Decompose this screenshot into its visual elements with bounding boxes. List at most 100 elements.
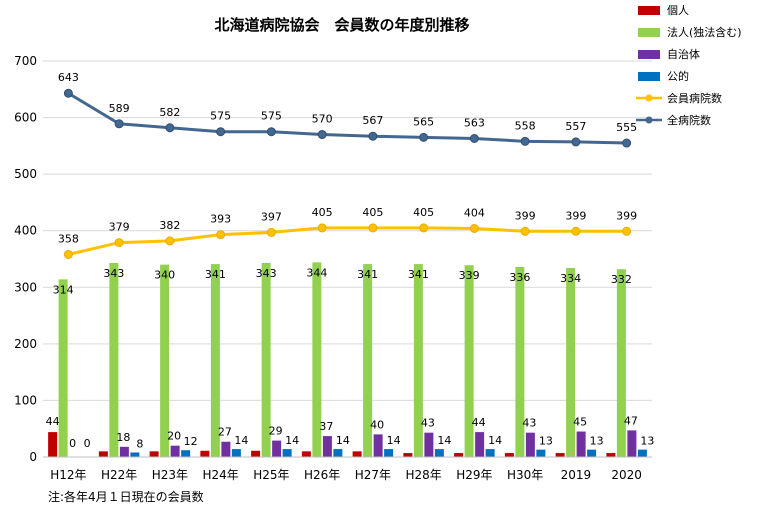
bar-label-3-10: 13: [590, 435, 604, 448]
bar-label-3-11: 13: [640, 435, 654, 448]
bar-label-1-4: 343: [256, 267, 277, 280]
x-tick-label: H25年: [253, 468, 289, 482]
bar-0-7: [403, 453, 413, 457]
bar-2-8: [475, 432, 485, 457]
bar-label-3-5: 14: [336, 434, 350, 447]
bar-1-0: [58, 279, 68, 457]
bar-label-2-0: 0: [69, 437, 76, 450]
bar-3-7: [434, 449, 444, 457]
line-label-0-5: 405: [312, 206, 333, 219]
bar-3-11: [637, 449, 647, 457]
bar-label-2-11: 47: [624, 414, 638, 427]
x-tick-label: H27年: [355, 468, 391, 482]
bar-2-9: [525, 432, 535, 457]
bar-label-1-0: 314: [53, 283, 74, 296]
line-point-1-1: [114, 119, 124, 129]
bar-2-10: [576, 431, 586, 457]
bar-1-10: [566, 268, 576, 457]
line-point-0-3: [216, 230, 226, 240]
bar-2-5: [322, 436, 332, 457]
bar-1-1: [109, 262, 119, 457]
data-labels: 44 314 343 340 341 343 344 341 341 339 336 334 332 0 1…: [46, 71, 655, 450]
y-axis: 0 100 200 300 400 500 600 700: [14, 54, 37, 464]
bar-label-1-1: 343: [103, 267, 124, 280]
legend-swatch-2: [638, 50, 660, 59]
bar-label-3-4: 14: [285, 434, 299, 447]
line-point-1-7: [419, 132, 429, 142]
bar-label-2-7: 43: [421, 417, 435, 430]
line-label-0-4: 397: [261, 210, 282, 223]
line-label-0-11: 399: [616, 209, 637, 222]
bar-label-2-6: 40: [370, 418, 384, 431]
bar-1-9: [515, 266, 525, 457]
bar-label-3-2: 12: [184, 435, 198, 448]
bar-label-1-2: 340: [154, 269, 175, 282]
y-tick-label: 400: [14, 224, 37, 238]
bar-0-6: [352, 451, 362, 457]
legend-swatch-1: [638, 28, 660, 37]
legend-label: 公的: [667, 69, 689, 83]
legend-marker-0: [645, 94, 653, 102]
legend-swatch-0: [638, 6, 660, 15]
bar-label-1-10: 334: [560, 272, 581, 285]
bar-3-6: [384, 449, 394, 457]
line-point-0-1: [114, 238, 124, 248]
line-point-1-0: [63, 88, 73, 98]
y-tick-label: 200: [14, 337, 37, 351]
line-label-0-3: 393: [210, 213, 231, 226]
bar-0-4: [251, 450, 261, 457]
x-tick-label: H12年: [50, 468, 86, 482]
bar-label-1-6: 341: [357, 268, 378, 281]
line-point-0-7: [419, 223, 429, 233]
line-label-1-3: 575: [210, 110, 231, 123]
bar-0-3: [200, 450, 210, 457]
line-point-0-6: [368, 223, 378, 233]
line-label-1-7: 565: [413, 115, 434, 128]
bar-2-7: [424, 432, 434, 457]
bar-1-8: [464, 265, 474, 457]
bar-0-10: [555, 453, 565, 457]
x-tick-label: H29年: [456, 468, 492, 482]
line-label-1-6: 567: [362, 114, 383, 127]
bar-label-1-7: 341: [408, 268, 429, 281]
line-label-1-10: 557: [565, 120, 586, 133]
bar-label-3-0: 0: [84, 437, 91, 450]
bar-label-1-3: 341: [205, 268, 226, 281]
bar-3-4: [282, 449, 292, 457]
line-label-1-2: 582: [159, 106, 180, 119]
x-tick-label: H23年: [152, 468, 188, 482]
line-point-1-11: [622, 138, 632, 148]
bar-3-3: [231, 449, 241, 457]
line-1: [67, 91, 627, 145]
bar-3-2: [181, 450, 191, 457]
bar-0-5: [301, 451, 311, 457]
grid-lines: [43, 60, 652, 458]
line-label-1-0: 643: [58, 71, 79, 84]
x-tick-label: H30年: [507, 468, 543, 482]
line-point-0-0: [63, 249, 73, 259]
bar-2-6: [373, 434, 383, 457]
bar-label-2-1: 18: [116, 431, 130, 444]
line-point-1-4: [266, 127, 276, 137]
y-tick-label: 100: [14, 393, 37, 407]
bar-1-6: [363, 264, 373, 457]
line-point-0-8: [469, 223, 479, 233]
line-label-0-2: 382: [159, 219, 180, 232]
bar-label-2-10: 45: [573, 416, 587, 429]
line-point-1-6: [368, 131, 378, 141]
legend-label: 法人(独法含む): [667, 25, 742, 39]
bar-label-1-11: 332: [611, 273, 632, 286]
line-label-1-5: 570: [312, 113, 333, 126]
bar-0-8: [454, 453, 464, 457]
bar-2-1: [119, 446, 129, 457]
legend-label: 全病院数: [667, 113, 711, 127]
bar-label-2-2: 20: [167, 430, 181, 443]
bar-label-3-1: 8: [136, 437, 143, 450]
chart-note: 注:各年4月１日現在の会員数: [48, 489, 204, 504]
chart-title: 北海道病院協会 会員数の年度別推移: [214, 16, 469, 34]
line-point-1-2: [165, 123, 175, 133]
x-tick-label: H28年: [405, 468, 441, 482]
bar-1-11: [616, 269, 626, 457]
bar-label-1-8: 339: [459, 269, 480, 282]
